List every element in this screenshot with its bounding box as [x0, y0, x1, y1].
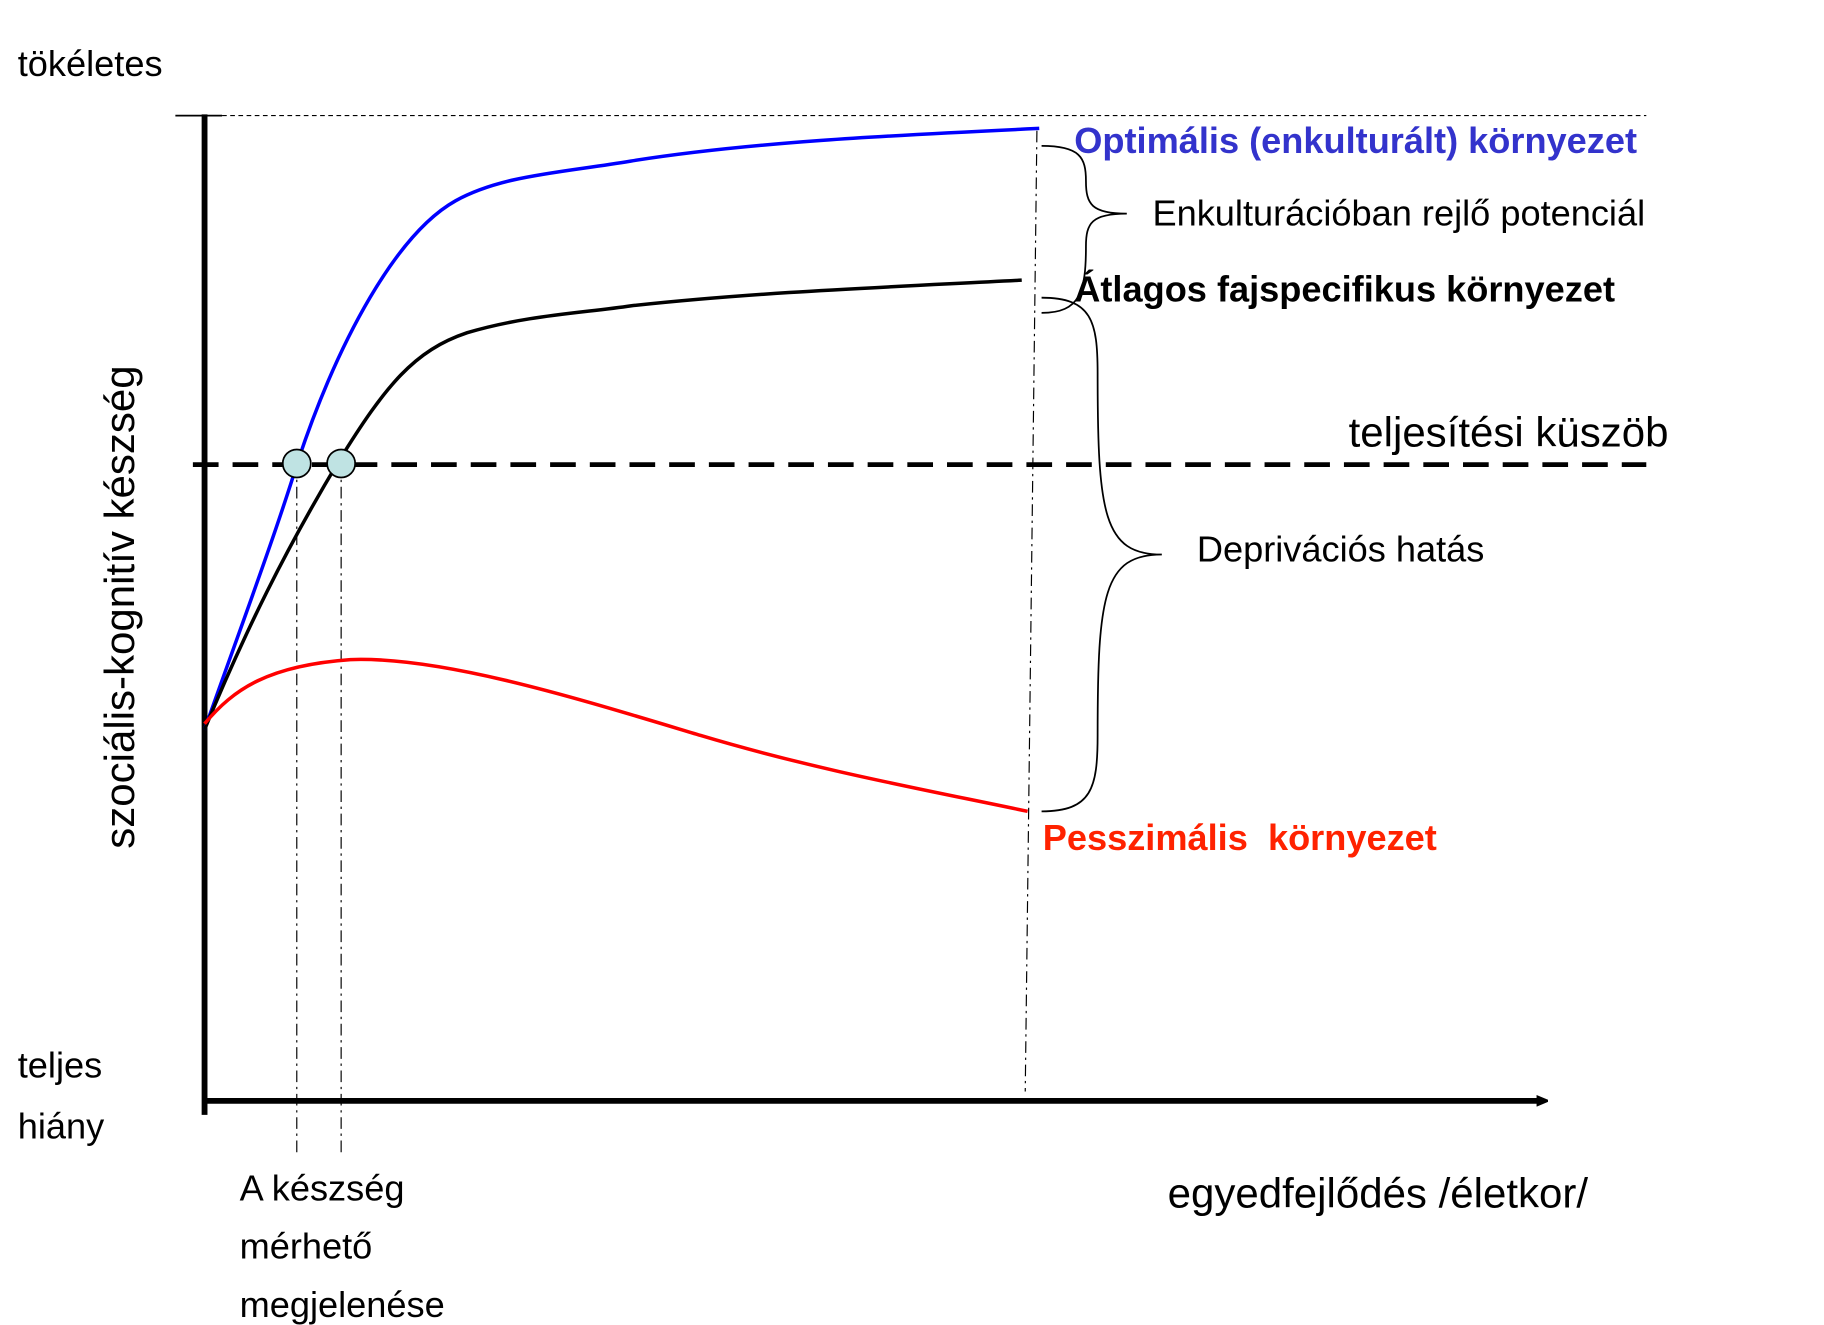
marker-label: A készség	[240, 1167, 405, 1208]
end-line	[1024, 130, 1038, 1092]
marker-label: mérhető	[240, 1226, 373, 1267]
optimal-curve	[202, 126, 1040, 731]
upper-brace	[1041, 145, 1127, 314]
marker-label: megjelenése	[240, 1284, 445, 1325]
y-bottom-label: hiány	[18, 1105, 105, 1146]
lower-brace	[1041, 296, 1162, 813]
y-top-label: tökéletes	[18, 43, 163, 84]
y-bottom-label: teljes	[18, 1045, 102, 1086]
marker-circle	[281, 448, 312, 479]
x-axis-label: egyedfejlődés /életkor/	[1168, 1170, 1589, 1217]
pessimal-curve	[203, 657, 1028, 814]
upper-brace-label: Enkulturációban rejlő potenciál	[1152, 193, 1645, 234]
y-axis-label: szociális-kognitív készség	[96, 365, 143, 848]
pessimal-label: Pesszimális környezet	[1043, 817, 1437, 858]
marker-circle	[326, 448, 357, 479]
threshold-label: teljesítési küszöb	[1349, 409, 1669, 456]
average-curve	[202, 278, 1022, 731]
average-label: Átlagos fajspecifikus környezet	[1074, 268, 1615, 309]
optimal-label: Optimális (enkulturált) környezet	[1074, 120, 1637, 161]
lower-brace-label: Deprivációs hatás	[1197, 529, 1485, 570]
